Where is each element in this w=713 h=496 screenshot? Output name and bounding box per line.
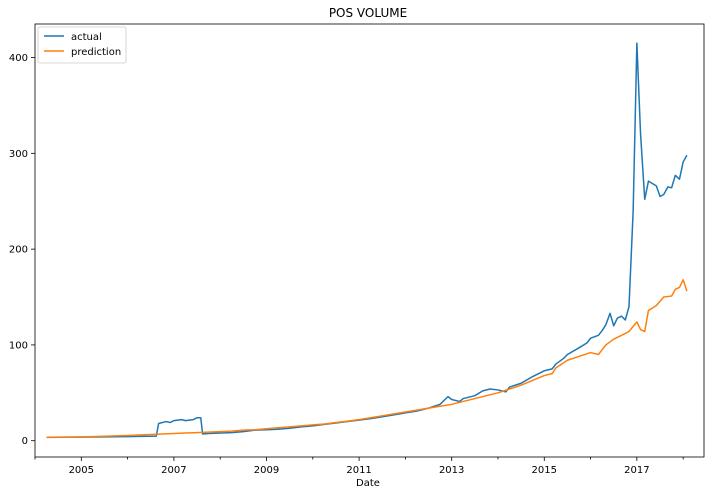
chart-title: POS VOLUME [329,6,407,20]
plot-frame [34,23,705,458]
x-tick-label: 2007 [161,465,186,476]
y-tick-label: 0 [22,436,28,447]
plot-area [34,23,705,458]
x-tick-label: 2015 [532,465,557,476]
series-layer [46,42,688,439]
legend-label-actual: actual [71,32,102,43]
y-axis: 0 100 200 300 400 [9,53,35,447]
x-tick-label: 2017 [624,465,649,476]
x-axis: 2005 2007 2009 2011 2013 2015 2017 [34,457,684,476]
x-tick-label: 2009 [254,465,279,476]
legend: actual prediction [37,26,127,64]
series-line-actual [46,42,688,439]
x-axis-title: Date [356,478,380,489]
x-tick-label: 2005 [69,465,94,476]
x-tick-label: 2013 [439,465,464,476]
series-line-prediction [46,279,688,439]
y-tick-label: 100 [9,340,28,351]
x-tick-label: 2011 [346,465,371,476]
legend-label-prediction: prediction [71,47,121,58]
y-tick-label: 400 [9,53,28,64]
y-tick-label: 200 [9,245,28,256]
y-tick-label: 300 [9,149,28,160]
